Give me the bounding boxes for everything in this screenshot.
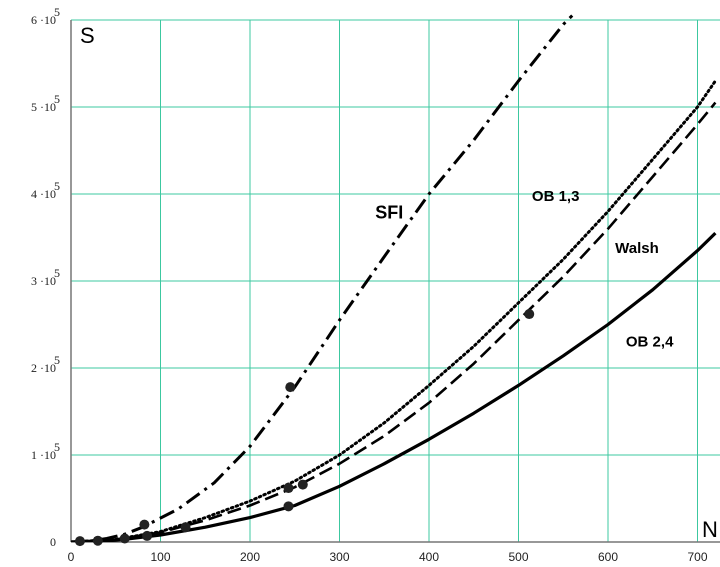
data-marker — [524, 309, 535, 320]
data-marker — [180, 522, 191, 533]
x-tick-label: 300 — [329, 550, 349, 564]
y-tick-label: 6 ·10 — [31, 13, 56, 27]
y-tick-exponent: 5 — [54, 179, 60, 193]
y-tick-exponent: 5 — [54, 92, 60, 106]
y-tick-exponent: 5 — [54, 266, 60, 280]
x-tick-label: 700 — [687, 550, 707, 564]
label-layer: SFI OB 1,3 Walsh OB 2,4 — [375, 188, 674, 350]
data-marker — [283, 501, 294, 512]
data-marker — [92, 535, 103, 546]
y-tick-exponent: 5 — [54, 353, 60, 367]
y-tick-label: 3 ·10 — [31, 274, 56, 288]
series-line-sfi — [71, 14, 574, 542]
x-axis-label: N — [702, 517, 718, 542]
series-label-ob-1-3: OB 1,3 — [532, 188, 580, 205]
y-tick-label: 5 ·10 — [31, 100, 56, 114]
x-tick-label: 500 — [508, 550, 528, 564]
x-tick-label: 400 — [419, 550, 439, 564]
x-tick-label: 200 — [240, 550, 260, 564]
y-tick-exponent: 5 — [54, 5, 60, 19]
axes — [70, 20, 720, 543]
x-tick-label: 600 — [598, 550, 618, 564]
data-marker — [139, 519, 150, 530]
data-marker — [285, 382, 296, 393]
y-tick-label: 4 ·10 — [31, 187, 56, 201]
y-tick-exponent: 5 — [54, 440, 60, 454]
data-marker — [283, 483, 294, 494]
marker-layer — [74, 309, 535, 547]
y-tick-label: 2 ·10 — [31, 361, 56, 375]
data-marker — [142, 530, 153, 541]
x-tick-label: 0 — [68, 550, 75, 564]
series-label-walsh: Walsh — [615, 240, 659, 257]
data-marker — [119, 533, 130, 544]
y-axis-label: S — [80, 23, 95, 48]
data-marker — [297, 479, 308, 490]
series-label-sfi: SFI — [375, 202, 403, 222]
y-tick-label: 0 — [50, 535, 56, 549]
y-tick-label: 1 ·10 — [31, 448, 56, 462]
grid — [71, 19, 720, 542]
x-tick-label: 100 — [150, 550, 170, 564]
series-label-ob-2-4: OB 2,4 — [626, 333, 674, 350]
data-marker — [74, 536, 85, 547]
